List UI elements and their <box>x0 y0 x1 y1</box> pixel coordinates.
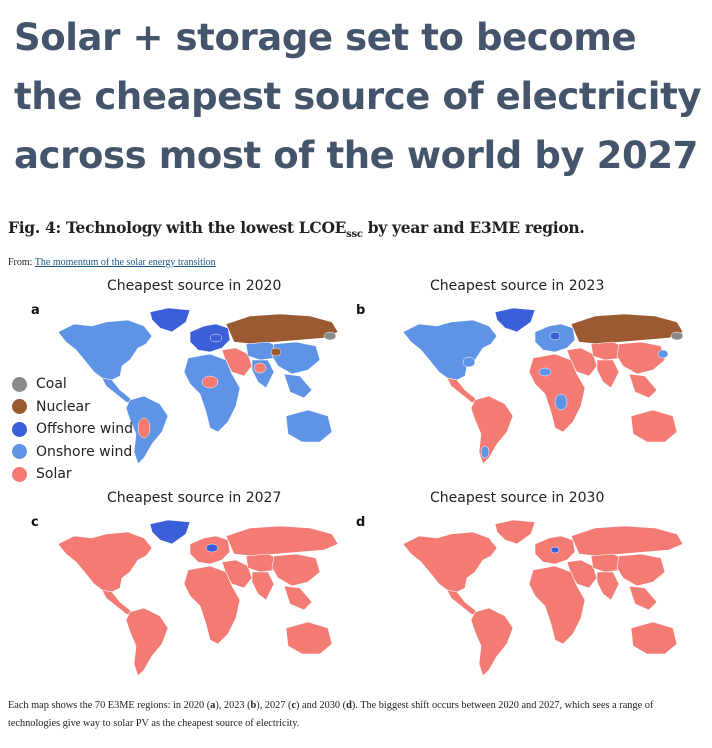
source-prefix: From: <box>8 257 33 268</box>
region-south-america <box>125 607 169 677</box>
region-greenland <box>494 519 536 545</box>
caption-ref-a: a <box>210 700 216 711</box>
panel-b-letter: b <box>356 303 366 318</box>
region-south-america <box>470 607 514 677</box>
region-greenland <box>149 519 191 545</box>
region-greenland <box>494 307 536 333</box>
figure-caption: Each map shows the 70 E3ME regions: in 2… <box>8 697 706 733</box>
subregion-solar-2 <box>201 375 219 389</box>
panel-d-title: Cheapest source in 2030 <box>430 490 605 506</box>
region-se-asia <box>628 373 658 399</box>
region-east-asia <box>271 341 321 375</box>
map-2030 <box>402 519 684 677</box>
region-se-asia <box>628 585 658 611</box>
region-russia <box>570 313 684 345</box>
region-east-asia <box>616 341 666 375</box>
subregion-offshore-0 <box>209 333 223 343</box>
legend-item-coal: Coal <box>12 373 133 396</box>
region-greenland <box>149 307 191 333</box>
region-australia <box>285 409 333 443</box>
region-russia <box>225 525 339 557</box>
caption-text-4: ) and 2030 ( <box>296 700 347 711</box>
figure-title-text: Technology with the lowest LCOE <box>66 218 347 237</box>
subregion-solar-3 <box>137 417 151 439</box>
caption-text-5: ). The biggest shift occurs between 2020… <box>8 700 654 729</box>
legend-swatch-solar <box>12 466 27 482</box>
region-north-america <box>57 319 153 381</box>
caption-ref-d: d <box>346 700 352 711</box>
figure-title: Fig. 4: Technology with the lowest LCOEs… <box>8 218 585 240</box>
figure-title-subscript: ssc <box>346 229 363 241</box>
panel-d-letter: d <box>356 515 366 530</box>
region-east-asia <box>616 553 666 587</box>
panel-b-title: Cheapest source in 2023 <box>430 278 605 294</box>
panel-c-title: Cheapest source in 2027 <box>107 490 282 506</box>
subregion-nuclear-5 <box>270 347 282 357</box>
region-se-asia <box>283 373 313 399</box>
figure-label: Fig. 4: <box>8 218 61 237</box>
legend-item-offshore-wind: Offshore wind <box>12 418 133 441</box>
legend-label-solar: Solar <box>36 466 72 483</box>
subregion-onshore-5 <box>657 349 669 359</box>
legend-swatch-offshore-wind <box>12 421 27 437</box>
region-russia <box>570 525 684 557</box>
region-south-asia <box>251 571 275 601</box>
region-central-america <box>446 377 480 405</box>
subregion-coal-1 <box>323 331 337 341</box>
region-central-america <box>446 589 480 617</box>
region-africa <box>528 565 586 645</box>
legend-item-solar: Solar <box>12 463 133 486</box>
source-line: From: The momentum of the solar energy t… <box>8 257 216 268</box>
caption-ref-c: c <box>291 700 297 711</box>
legend-item-onshore-wind: Onshore wind <box>12 441 133 464</box>
subregion-onshore-4 <box>480 445 490 459</box>
subregion-solar-4 <box>253 362 267 374</box>
legend-label-offshore-wind: Offshore wind <box>36 421 134 438</box>
subregion-offshore-0 <box>550 546 560 554</box>
region-australia <box>630 621 678 655</box>
region-north-america <box>57 531 153 593</box>
caption-text-1: Each map shows the 70 E3ME regions: in 2… <box>8 700 211 711</box>
legend-label-nuclear: Nuclear <box>36 398 90 415</box>
legend-swatch-nuclear <box>12 399 27 415</box>
legend-label-coal: Coal <box>36 376 67 393</box>
region-australia <box>285 621 333 655</box>
subregion-onshore-3 <box>554 393 568 411</box>
panel-a-letter: a <box>31 303 40 318</box>
panel-c-letter: c <box>31 515 39 530</box>
region-central-america <box>101 589 135 617</box>
caption-text-2: ), 2023 ( <box>215 700 251 711</box>
map-2020 <box>57 307 339 465</box>
region-russia <box>225 313 339 345</box>
subregion-coal-1 <box>670 331 684 341</box>
region-africa <box>183 565 241 645</box>
region-se-asia <box>283 585 313 611</box>
legend-swatch-coal <box>12 376 27 392</box>
region-north-america <box>402 531 498 593</box>
region-australia <box>630 409 678 443</box>
headline: Solar + storage set to become the cheape… <box>14 16 702 177</box>
legend-item-nuclear: Nuclear <box>12 396 133 419</box>
region-africa <box>183 353 241 433</box>
legend-label-onshore-wind: Onshore wind <box>36 443 133 460</box>
caption-text-3: ), 2027 ( <box>256 700 292 711</box>
caption-ref-b: b <box>250 700 257 711</box>
region-north-america <box>402 319 498 381</box>
source-link[interactable]: The momentum of the solar energy transit… <box>34 257 216 268</box>
legend: Coal Nuclear Offshore wind Onshore wind … <box>12 373 133 486</box>
panel-a-title: Cheapest source in 2020 <box>107 278 282 294</box>
map-2023 <box>402 307 684 465</box>
legend-swatch-onshore-wind <box>12 444 27 460</box>
subregion-offshore-0 <box>549 331 561 341</box>
region-east-asia <box>271 553 321 587</box>
region-south-asia <box>596 571 620 601</box>
figure-title-end: by year and E3ME region. <box>362 218 585 237</box>
subregion-onshore-6 <box>538 367 552 377</box>
subregion-onshore-2 <box>462 356 476 368</box>
subregion-offshore-0 <box>205 543 219 553</box>
region-south-america <box>470 395 514 465</box>
map-2027 <box>57 519 339 677</box>
region-south-asia <box>596 359 620 389</box>
